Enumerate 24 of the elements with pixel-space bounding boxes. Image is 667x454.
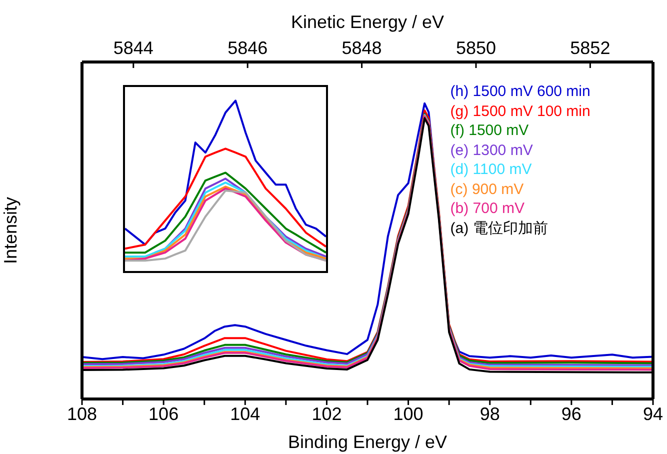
x2-axis-title: Kinetic Energy / eV	[290, 12, 444, 32]
series-label: (g) 1500 mV 100 min	[450, 102, 590, 121]
series-label: (f) 1500 mV	[450, 121, 530, 140]
series-label: (a) 電位印加前	[450, 218, 549, 238]
y-axis-title: Intensity	[0, 196, 20, 264]
x-tick-label: 108	[66, 404, 98, 424]
x-tick-label: 94	[642, 404, 664, 424]
x-tick-label: 98	[480, 404, 500, 424]
x2-tick-label: 5848	[342, 38, 382, 58]
x-tick-label: 96	[561, 404, 582, 424]
x-tick-label: 104	[230, 404, 260, 424]
series-label: (b) 700 mV	[450, 199, 526, 218]
series-label: (c) 900 mV	[450, 180, 525, 199]
x2-tick-label: 5844	[113, 38, 154, 58]
x-axis-title: Binding Energy / eV	[288, 432, 448, 452]
x-tick-label: 106	[148, 404, 179, 424]
series-label: (h) 1500 mV 600 min	[450, 82, 590, 102]
x2-tick-label: 5850	[456, 38, 496, 58]
x2-tick-label: 5852	[570, 38, 610, 58]
x2-tick-label: 5846	[228, 38, 268, 58]
x-tick-label: 102	[312, 404, 342, 424]
x-tick-label: 100	[393, 404, 424, 424]
series-label: (d) 1100 mV	[450, 160, 533, 180]
series-label: (e) 1300 mV	[450, 140, 534, 160]
